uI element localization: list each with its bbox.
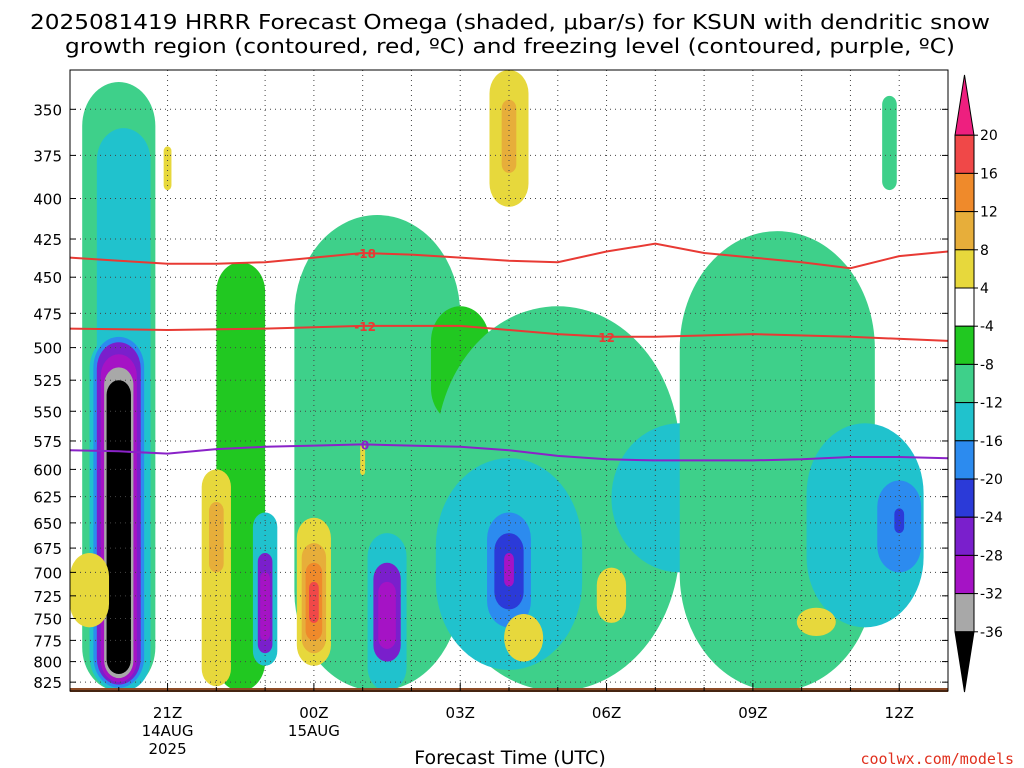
y-tick-label-550: 550	[33, 403, 62, 421]
y-tick-label-375: 375	[33, 147, 62, 165]
pressure-axis: 350 375 400 425 450 475 500 525 550 575 600 625 650 6…	[33, 101, 948, 692]
y-tick-label-525: 525	[33, 372, 62, 390]
colorbar-box-12	[954, 554, 975, 595]
colorbar-box-3	[954, 211, 975, 251]
credit-text: coolwx.com/models	[860, 750, 1014, 768]
x-tick-label-4: 09Z	[738, 704, 767, 722]
contour--12	[70, 324, 948, 342]
colorbar-label-9: -20	[980, 472, 1003, 488]
omega-region-29	[209, 501, 224, 573]
contour-lines: -18 -12 12 0	[70, 242, 948, 462]
y-tick-label-450: 450	[33, 269, 62, 287]
colorbar-label-6: -8	[980, 357, 994, 373]
omega-region-39	[504, 614, 544, 662]
omega-region-17	[106, 380, 131, 675]
colorbar-box-7	[954, 363, 975, 404]
omega-region-23	[378, 581, 396, 649]
colorbar-label-8: -16	[980, 434, 1003, 450]
omega-region-41	[882, 95, 897, 191]
title-line-2: growth region (contoured, red, ºC) and f…	[65, 34, 955, 58]
x-tick-label-3: 06Z	[592, 704, 621, 722]
colorbar-box-11	[954, 516, 975, 556]
omega-region-33	[309, 581, 319, 623]
y-tick-label-700: 700	[33, 564, 62, 582]
omega-region-9	[806, 423, 924, 628]
x-tick-sublabel-0: 14AUG	[142, 722, 194, 740]
y-tick-label-800: 800	[33, 654, 62, 672]
contour-0	[70, 443, 948, 462]
colorbar-label-11: -28	[980, 548, 1003, 564]
colorbar-box-2	[954, 172, 975, 213]
y-tick-label-475: 475	[33, 305, 62, 323]
y-tick-label-750: 750	[33, 610, 62, 628]
omega-region-27	[163, 146, 172, 191]
colorbar-label-2: 12	[980, 205, 998, 221]
colorbar-box-9	[954, 440, 975, 480]
y-tick-label-400: 400	[33, 191, 62, 209]
colorbar-box-4	[954, 249, 975, 289]
y-tick-label-650: 650	[33, 515, 62, 533]
contour-label-1: -12	[354, 320, 376, 334]
colorbar-box-8	[954, 402, 975, 442]
y-tick-label-350: 350	[33, 101, 62, 119]
colorbar-label-0: 20	[980, 128, 998, 144]
y-tick-label-675: 675	[33, 540, 62, 558]
colorbar-box-5	[954, 287, 975, 327]
omega-region-38	[596, 567, 627, 623]
colorbar: 20 16 12 8 4 -4 -8 -12 -16 -20 -24 -28 -32 -36	[954, 74, 1003, 693]
x-tick-label-5: 12Z	[885, 704, 914, 722]
omega-region-40	[796, 607, 836, 637]
omega-region-26	[504, 553, 514, 587]
colorbar-label-13: -36	[980, 625, 1003, 641]
colorbar-label-12: -32	[980, 587, 1003, 603]
colorbar-cap-top	[954, 74, 975, 136]
omega-region-37	[70, 553, 110, 628]
y-tick-label-725: 725	[33, 588, 62, 606]
contour-label-2: 12	[598, 331, 615, 345]
colorbar-label-4: 4	[980, 281, 989, 297]
contour-label-3: 0	[361, 438, 369, 452]
colorbar-box-1	[954, 134, 975, 174]
x-tick-sublabel-1: 15AUG	[288, 722, 340, 740]
title-line-1: 2025081419 HRRR Forecast Omega (shaded, …	[30, 10, 990, 34]
y-tick-label-600: 600	[33, 461, 62, 479]
colorbar-label-5: -4	[980, 319, 994, 335]
colorbar-label-3: 8	[980, 243, 989, 259]
x-axis-label: Forecast Time (UTC)	[414, 747, 605, 768]
omega-region-36	[360, 444, 366, 475]
colorbar-label-10: -24	[980, 510, 1003, 526]
colorbar-label-1: 16	[980, 166, 998, 182]
x-tick-label-1: 00Z	[299, 704, 328, 722]
contour-label-0: -18	[354, 247, 376, 261]
y-tick-label-425: 425	[33, 231, 62, 249]
x-tick-year-0: 2025	[148, 740, 186, 758]
colorbar-cap-bottom	[954, 631, 975, 693]
colorbar-box-13	[954, 593, 975, 633]
omega-region-20	[260, 572, 270, 641]
omega-region-28	[201, 469, 231, 687]
x-tick-label-2: 03Z	[446, 704, 475, 722]
x-tick-label-0: 21Z	[153, 704, 182, 722]
y-tick-label-500: 500	[33, 340, 62, 358]
y-tick-label-575: 575	[33, 433, 62, 451]
y-tick-label-625: 625	[33, 489, 62, 507]
colorbar-label-7: -12	[980, 396, 1003, 412]
grid-lines	[70, 70, 948, 691]
contour--18	[70, 242, 948, 270]
omega-region-35	[501, 99, 517, 173]
colorbar-box-10	[954, 478, 975, 518]
colorbar-box-6	[954, 325, 975, 365]
y-tick-label-775: 775	[33, 632, 62, 650]
y-tick-label-825: 825	[33, 674, 62, 692]
